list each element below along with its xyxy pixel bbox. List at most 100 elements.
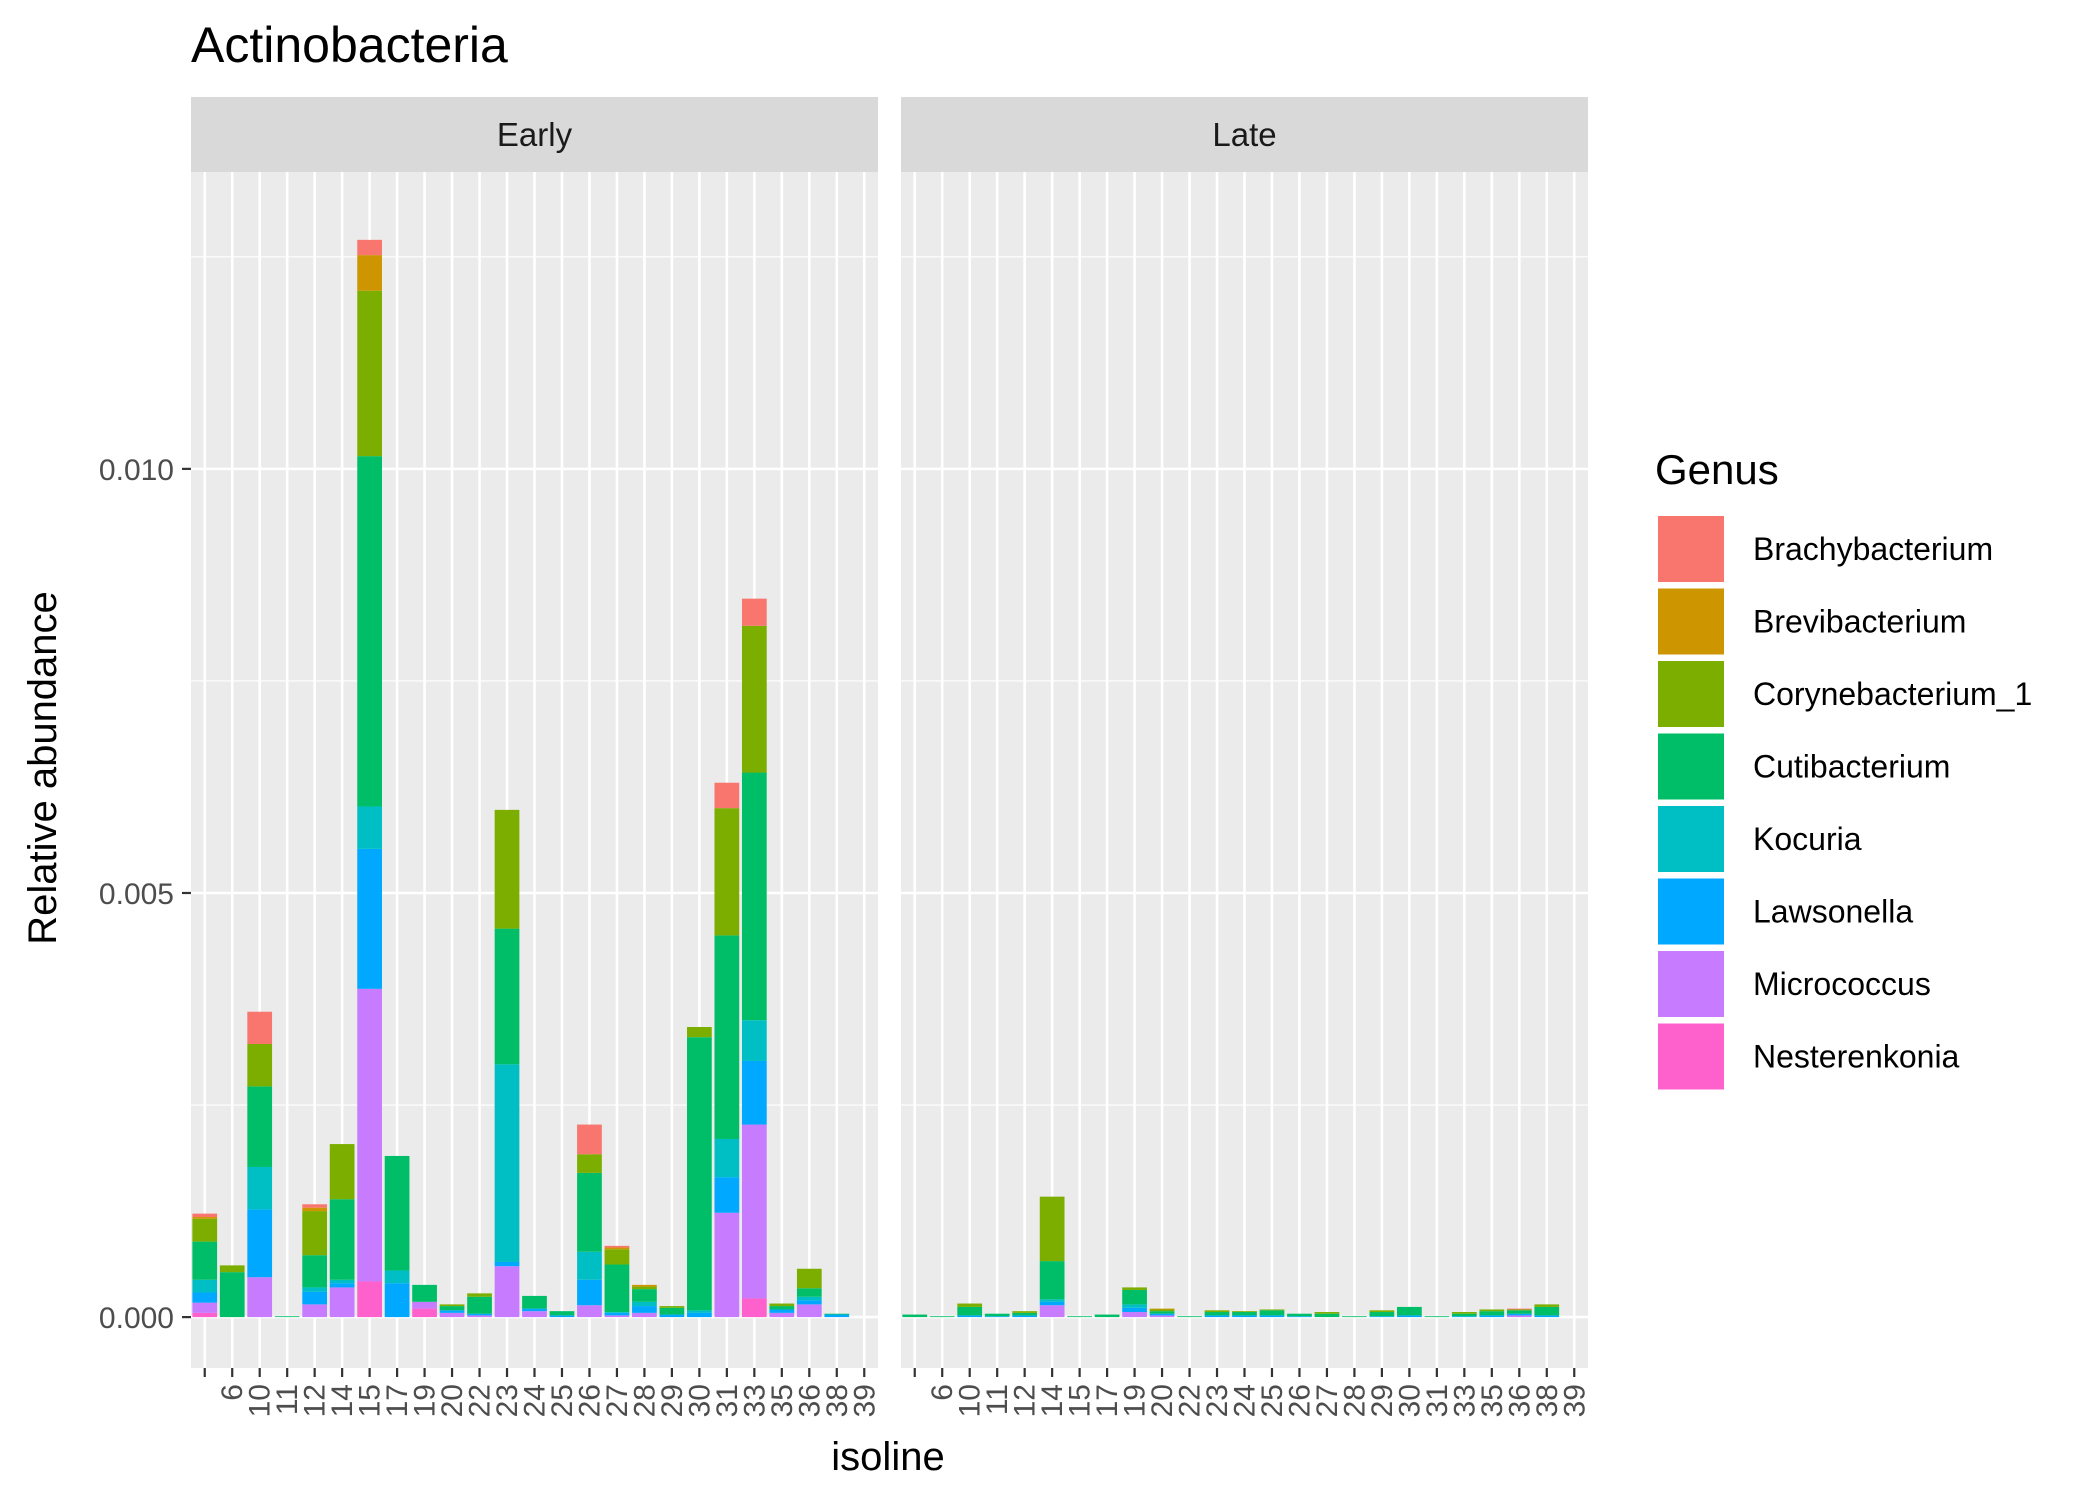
bar-segment-early-20-cutibacterium — [439, 1306, 465, 1311]
bar-segment-early-19-cutibacterium — [412, 1284, 437, 1302]
facet-panels: Early61011121415171920222324252627282930… — [191, 97, 1591, 1417]
bar-segment-early-25-lawsonella — [549, 1315, 575, 1318]
bar-segment-early-29-corynebacterium_1 — [659, 1306, 685, 1308]
x-tick-label: 31 — [711, 1384, 744, 1417]
x-tick-label: 24 — [519, 1384, 552, 1417]
bar-segment-early-31-micrococcus — [714, 1212, 740, 1318]
bar-segment-early-15-cutibacterium — [357, 456, 382, 807]
bar-segment-late-14-micrococcus — [1039, 1305, 1065, 1318]
bar-segment-late-20-micrococcus — [1149, 1315, 1175, 1318]
bar-segment-early-23-lawsonella — [494, 1261, 520, 1267]
bar-segment-early-27-brevibacterium — [604, 1247, 630, 1250]
y-tick-label: 0.010 — [99, 454, 174, 487]
bar-segment-early-14-kocuria — [329, 1279, 355, 1284]
bar-segment-late-30-lawsonella — [1397, 1315, 1422, 1318]
x-tick-label: 36 — [793, 1384, 826, 1417]
bar-segment-early-15-nesterenkonia — [357, 1281, 382, 1318]
bar-segment-late-19-kocuria — [1122, 1304, 1147, 1308]
x-tick-label: 6 — [216, 1384, 249, 1401]
x-tick-label: 29 — [1366, 1384, 1399, 1417]
facet-strip-label: Late — [1212, 116, 1276, 153]
bar-segment-early-22-cutibacterium — [467, 1296, 492, 1314]
bar-segment-early-15-corynebacterium_1 — [357, 290, 382, 457]
bar-segment-early-10-corynebacterium_1 — [247, 1043, 273, 1087]
bar-segment-late-19-cutibacterium — [1122, 1289, 1147, 1305]
legend-label: Kocuria — [1753, 821, 1862, 857]
x-tick-label: 15 — [354, 1384, 387, 1417]
bar-segment-late-29-corynebacterium_1 — [1369, 1310, 1395, 1313]
bar-segment-early-27-kocuria — [604, 1312, 630, 1313]
bar-segment-early-23-kocuria — [494, 1064, 520, 1262]
chart-title: Actinobacteria — [191, 17, 508, 73]
x-tick-label: 25 — [1256, 1384, 1289, 1417]
panel-early: Early 61011121415171920222324252627282930… — [191, 97, 881, 1417]
bar-segment-late-24-corynebacterium_1 — [1232, 1311, 1257, 1313]
x-axis-title: isoline — [831, 1435, 944, 1479]
legend-swatch-micrococcus — [1658, 951, 1724, 1017]
bar-segment-early-11-cutibacterium — [274, 1316, 300, 1318]
bar-segment-early-10-brachybacterium — [247, 1011, 273, 1044]
bar-segment-late-36-cutibacterium — [1506, 1310, 1532, 1314]
bar-segment-early-31-cutibacterium — [714, 935, 740, 1139]
x-tick-label: 14 — [326, 1384, 359, 1417]
bar-segment-early-28-brevibacterium — [632, 1284, 657, 1287]
bar-segment-late-23-lawsonella — [1204, 1315, 1230, 1318]
bar-segment-late-25-cutibacterium — [1259, 1310, 1285, 1316]
legend-swatch-nesterenkonia — [1658, 1023, 1724, 1090]
x-tick-label: 19 — [409, 1384, 442, 1417]
legend-title: Genus — [1655, 446, 1779, 493]
bar-segment-early-26-lawsonella — [577, 1279, 602, 1306]
x-tick-label: 15 — [1064, 1384, 1097, 1417]
bar-segment-early-12-cutibacterium — [302, 1255, 328, 1288]
bar-segment-early-35-corynebacterium_1 — [769, 1303, 795, 1307]
bar-segment-early-26-brachybacterium — [577, 1124, 602, 1155]
legend-label: Cutibacterium — [1753, 749, 1950, 785]
bar-segment-early-27-corynebacterium_1 — [604, 1249, 630, 1265]
bar-segment-late-19-lawsonella — [1122, 1307, 1147, 1313]
bar-segment-late-35-corynebacterium_1 — [1479, 1309, 1505, 1312]
bar-segment-early-15-brachybacterium — [357, 239, 382, 256]
bar-segment-early-27-micrococcus — [604, 1315, 630, 1318]
bar-segment-early-20-lawsonella — [439, 1310, 465, 1313]
legend-swatch-brevibacterium — [1658, 588, 1724, 655]
bar-segment-early-12-brevibacterium — [302, 1207, 328, 1212]
legend-swatch-cutibacterium — [1658, 733, 1724, 800]
x-tick-label: 33 — [738, 1384, 771, 1417]
x-tick-label: 23 — [1201, 1384, 1234, 1417]
bar-segment-late-22-cutibacterium — [1177, 1316, 1202, 1318]
x-tick-label: 12 — [1009, 1384, 1042, 1417]
bar-segment-early-24-lawsonella — [522, 1308, 547, 1312]
bar-segment-early-28-corynebacterium_1 — [632, 1286, 657, 1290]
bar-segment-late-10-lawsonella — [957, 1315, 983, 1318]
bar-segment-late-14-kocuria — [1039, 1299, 1065, 1302]
bar-segment-early-26-corynebacterium_1 — [577, 1154, 602, 1173]
bar-segment-early-blank-brevibacterium — [192, 1217, 218, 1219]
bar-segment-early-12-kocuria — [302, 1287, 328, 1292]
bar-segment-early-10-lawsonella — [247, 1209, 273, 1278]
bar-segment-early-6-cutibacterium — [219, 1272, 245, 1318]
bar-segment-early-29-lawsonella — [659, 1314, 685, 1318]
bar-segment-early-30-cutibacterium — [687, 1037, 712, 1311]
y-axis: 0.000 0.005 0.010 — [99, 454, 191, 1335]
legend: Genus Brachybacterium Brevibacterium Coryn… — [1655, 446, 2032, 1090]
bar-segment-early-35-micrococcus — [769, 1312, 795, 1318]
x-tick-label: 35 — [766, 1384, 799, 1417]
bar-segment-late-28-cutibacterium — [1342, 1316, 1367, 1318]
bar-segment-late-12-corynebacterium_1 — [1012, 1311, 1038, 1313]
bar-segment-early-blank-nesterenkonia — [192, 1312, 218, 1318]
bar-segment-early-14-corynebacterium_1 — [329, 1144, 355, 1200]
x-tick-label: 10 — [954, 1384, 987, 1417]
bar-segment-early-17-kocuria — [384, 1270, 410, 1284]
bar-segment-early-31-kocuria — [714, 1138, 740, 1178]
bar-segment-early-31-corynebacterium_1 — [714, 808, 740, 936]
bar-segment-early-33-lawsonella — [741, 1060, 767, 1125]
facet-strip — [901, 97, 1588, 172]
bar-segment-early-19-micrococcus — [412, 1301, 437, 1309]
bar-segment-late-35-cutibacterium — [1479, 1311, 1505, 1316]
legend-label: Micrococcus — [1753, 966, 1931, 1002]
bar-segment-late-blank-cutibacterium — [902, 1314, 928, 1318]
bar-segment-late-11-lawsonella — [984, 1316, 1010, 1318]
bar-segment-late-36-micrococcus — [1506, 1315, 1532, 1318]
bar-segment-late-12-cutibacterium — [1012, 1312, 1038, 1316]
